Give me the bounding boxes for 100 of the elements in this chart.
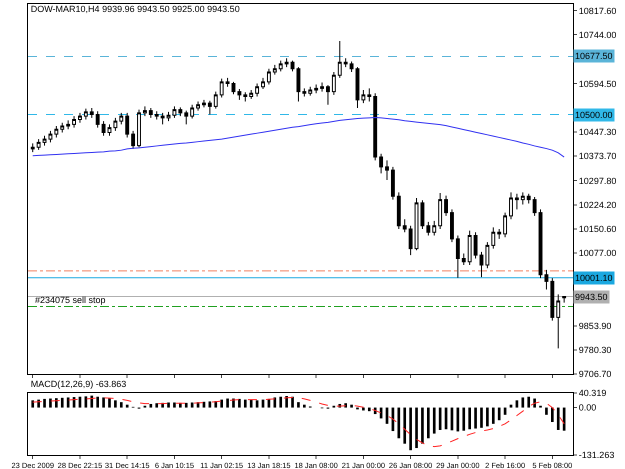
candlestick xyxy=(202,99,206,108)
candlestick xyxy=(214,91,218,110)
bar xyxy=(403,408,406,444)
candlestick xyxy=(284,58,289,68)
candlestick xyxy=(290,60,294,72)
y-tick-label: 9853.90 xyxy=(578,321,612,332)
candlestick xyxy=(178,106,182,117)
bar xyxy=(120,402,123,408)
bar xyxy=(386,408,388,424)
candlestick xyxy=(426,221,430,236)
bar xyxy=(492,408,495,424)
candlestick xyxy=(78,112,82,124)
candlestick xyxy=(402,218,407,233)
candlestick xyxy=(314,84,318,94)
candlestick xyxy=(125,112,130,138)
y-tick-label: 10077.00 xyxy=(578,248,616,258)
candlestick xyxy=(190,104,194,119)
candlestick xyxy=(414,197,418,251)
candlestick xyxy=(232,81,236,95)
bar xyxy=(256,400,258,408)
candlestick xyxy=(255,82,260,98)
bar xyxy=(262,400,264,408)
candlestick xyxy=(390,166,395,200)
y-tick-label: 10447.30 xyxy=(578,126,616,137)
candlestick xyxy=(468,230,472,266)
bar xyxy=(167,402,170,408)
bar xyxy=(208,401,212,408)
bar xyxy=(474,408,477,429)
bar xyxy=(126,404,129,408)
y-tick-label: 9780.30 xyxy=(578,345,612,356)
y-tick-label: -131.263 xyxy=(578,450,614,460)
bar xyxy=(486,408,489,426)
bar xyxy=(456,408,460,432)
candlestick xyxy=(48,130,52,143)
candlestick xyxy=(326,84,330,106)
chart-title: DOW-MAR10,H4 9939.96 9943.50 9925.00 9943.50 xyxy=(30,4,240,14)
bar xyxy=(409,408,412,450)
bar xyxy=(480,408,483,428)
bar xyxy=(60,398,64,408)
candlestick xyxy=(272,64,277,76)
bar xyxy=(527,396,530,408)
chart-title: MACD(12,26,9) -63.863 xyxy=(30,378,126,389)
candlestick xyxy=(385,160,389,180)
bar xyxy=(96,396,99,408)
candlestick xyxy=(361,90,366,104)
bar xyxy=(510,404,512,408)
y-tick-label: 10224.20 xyxy=(578,200,616,210)
candlestick xyxy=(261,77,265,90)
y-tick-label: 10594.50 xyxy=(578,78,616,89)
bar xyxy=(78,396,82,408)
candlestick xyxy=(249,90,254,100)
candlestick xyxy=(344,58,348,68)
ref-line-label: 10001.10 xyxy=(575,273,613,283)
bar xyxy=(303,404,306,408)
bar xyxy=(43,398,46,408)
candlestick xyxy=(30,142,35,153)
candlestick xyxy=(497,228,502,240)
y-tick-label: 10150.60 xyxy=(578,224,616,234)
candlestick xyxy=(278,60,283,72)
candlestick xyxy=(544,269,548,290)
candlestick xyxy=(356,66,360,108)
ref-line-label: 10500.00 xyxy=(575,110,613,120)
bar xyxy=(279,396,282,408)
bar xyxy=(155,403,158,408)
y-tick-label: 10373.70 xyxy=(578,151,616,161)
candlestick xyxy=(474,232,478,259)
bar xyxy=(220,400,223,408)
bar xyxy=(397,408,400,438)
candlestick xyxy=(90,108,94,118)
line-series xyxy=(32,116,565,158)
ref-line-label: 10677.50 xyxy=(575,51,613,61)
candlestick xyxy=(556,294,560,349)
candlestick xyxy=(532,196,537,216)
bar xyxy=(202,402,206,408)
candlestick xyxy=(36,138,41,150)
candlestick xyxy=(172,106,176,118)
candlestick xyxy=(350,61,354,73)
candlestick xyxy=(243,92,248,102)
bar xyxy=(521,397,524,408)
bar xyxy=(498,408,501,420)
bar xyxy=(450,408,454,430)
candlestick xyxy=(503,212,508,238)
candlestick xyxy=(526,193,531,204)
candlestick xyxy=(184,110,188,125)
bar xyxy=(72,397,76,408)
bar xyxy=(49,398,52,408)
candlestick xyxy=(332,72,336,96)
candlestick xyxy=(296,66,300,102)
candlestick xyxy=(485,242,490,269)
candlestick xyxy=(450,208,454,243)
candlestick xyxy=(562,296,566,304)
candlestick xyxy=(266,68,271,85)
y-tick-label: 0.00 xyxy=(578,402,596,413)
bar xyxy=(562,408,566,431)
line-series xyxy=(32,396,565,448)
bar xyxy=(84,396,88,408)
candlestick xyxy=(438,192,442,230)
bar xyxy=(516,400,518,408)
y-tick-label: 10297.80 xyxy=(578,176,616,186)
ref-line-label: 9943.50 xyxy=(575,292,608,302)
